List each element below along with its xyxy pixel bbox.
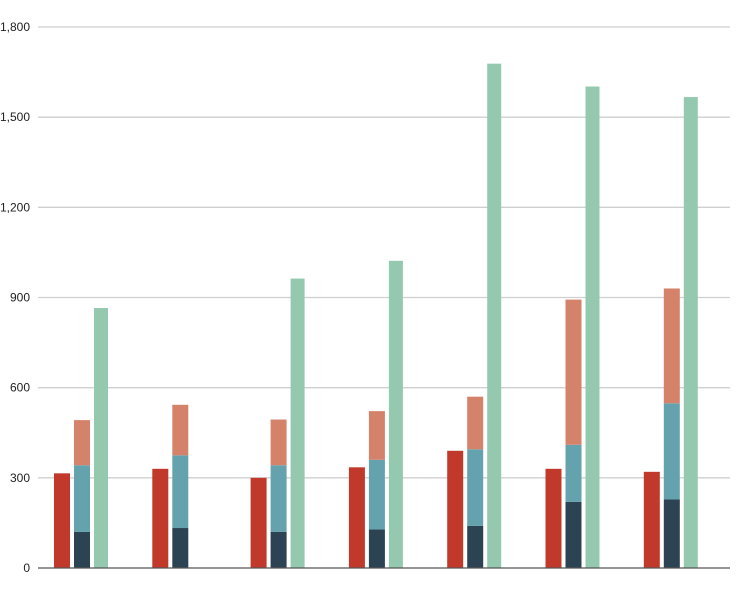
bar-stack-segment-3	[467, 396, 484, 450]
bar-stack-segment-2	[565, 444, 582, 502]
y-tick-label: 0	[23, 561, 30, 575]
bar-stack-segment-2	[74, 465, 90, 532]
bar-stack-segment-2	[467, 449, 484, 526]
bar-stack-segment-1	[565, 501, 582, 568]
bar-stack-segment-3	[270, 419, 287, 466]
bar-series-1	[54, 473, 70, 568]
bar-series-5	[487, 63, 502, 568]
bar-stack-segment-1	[270, 531, 287, 568]
bar-series-5	[94, 308, 108, 568]
bar-stack-segment-3	[172, 404, 189, 456]
bar-stack-segment-2	[172, 455, 189, 529]
bars-layer	[54, 63, 698, 568]
bar-series-1	[250, 477, 267, 568]
bar-series-1	[152, 468, 169, 568]
bar-stack-segment-1	[172, 528, 189, 568]
bar-stack-segment-3	[663, 288, 680, 404]
bar-series-1	[348, 467, 365, 568]
bar-stack-segment-1	[663, 499, 680, 568]
y-tick-label: 600	[10, 381, 30, 395]
bar-stack-segment-3	[368, 411, 385, 460]
bar-stack-segment-2	[663, 403, 680, 500]
bar-series-5	[683, 97, 698, 568]
bar-stack-segment-3	[74, 420, 90, 466]
bar-stack-segment-2	[270, 465, 287, 532]
y-tick-label: 900	[10, 291, 30, 305]
bar-series-1	[545, 468, 562, 568]
y-tick-label: 1,800	[0, 20, 30, 34]
bar-stack-segment-3	[565, 299, 582, 445]
bar-stack-segment-1	[74, 531, 90, 568]
bar-series-1	[447, 450, 464, 568]
bar-series-5	[290, 278, 305, 568]
y-tick-label: 1,500	[0, 110, 30, 124]
y-tick-label: 1,200	[0, 200, 30, 214]
bar-series-5	[585, 86, 600, 568]
bar-stack-segment-1	[467, 525, 484, 568]
axis-layer: 0 300 600 900 1,200 1,500 1,800	[0, 20, 730, 575]
bar-series-1	[643, 471, 660, 568]
bar-stack-segment-1	[368, 529, 385, 568]
grid-layer	[38, 26, 730, 479]
y-tick-label: 300	[10, 471, 30, 485]
bar-stack-segment-2	[368, 459, 385, 530]
bar-series-5	[388, 260, 403, 568]
